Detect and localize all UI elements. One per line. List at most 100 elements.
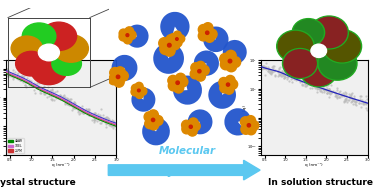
- Circle shape: [145, 119, 155, 129]
- Point: [362, 100, 368, 103]
- Point: [279, 70, 285, 73]
- Circle shape: [191, 63, 201, 73]
- Point: [341, 94, 347, 97]
- Point: [86, 108, 92, 112]
- Point: [100, 117, 106, 120]
- Point: [271, 65, 277, 68]
- Point: [263, 62, 269, 65]
- Point: [351, 100, 357, 103]
- Point: [280, 71, 286, 74]
- Point: [111, 121, 117, 124]
- Point: [328, 91, 334, 94]
- Point: [286, 73, 292, 76]
- Point: [66, 102, 72, 105]
- Point: [18, 76, 24, 79]
- Point: [101, 116, 107, 119]
- Point: [319, 91, 325, 94]
- Point: [321, 89, 327, 92]
- Point: [49, 93, 55, 96]
- Point: [348, 96, 354, 99]
- Point: [312, 86, 318, 89]
- Point: [296, 73, 302, 76]
- Point: [81, 111, 87, 114]
- Point: [99, 116, 105, 119]
- Point: [299, 79, 305, 82]
- Wedge shape: [224, 108, 251, 136]
- Point: [295, 77, 301, 80]
- Point: [268, 70, 274, 73]
- Point: [74, 104, 80, 107]
- Point: [54, 90, 60, 93]
- Circle shape: [144, 112, 154, 122]
- Point: [110, 119, 116, 122]
- Point: [20, 75, 26, 78]
- Point: [108, 125, 114, 128]
- Point: [263, 66, 269, 69]
- Point: [85, 109, 91, 112]
- Point: [37, 92, 43, 95]
- Point: [23, 84, 29, 88]
- Point: [281, 70, 287, 73]
- Circle shape: [198, 25, 208, 35]
- Point: [302, 83, 308, 86]
- Point: [278, 72, 284, 75]
- Circle shape: [31, 56, 67, 85]
- Point: [340, 100, 346, 103]
- Point: [44, 88, 50, 91]
- Point: [46, 88, 53, 91]
- Point: [303, 79, 309, 82]
- Point: [53, 95, 58, 98]
- Point: [362, 101, 368, 105]
- Point: [75, 110, 81, 113]
- Point: [105, 122, 111, 125]
- Point: [99, 119, 105, 122]
- Point: [346, 94, 352, 97]
- Point: [327, 93, 333, 96]
- Circle shape: [38, 44, 59, 61]
- Point: [65, 103, 71, 106]
- Point: [26, 84, 32, 87]
- Point: [322, 85, 328, 88]
- Point: [315, 82, 321, 85]
- Point: [272, 75, 278, 78]
- Point: [326, 92, 332, 95]
- Point: [103, 119, 109, 122]
- Circle shape: [41, 22, 76, 50]
- Point: [291, 78, 297, 81]
- Point: [270, 65, 276, 68]
- Point: [304, 81, 310, 84]
- Point: [305, 75, 311, 78]
- Point: [286, 73, 292, 76]
- Point: [20, 81, 26, 84]
- X-axis label: q (nm⁻¹): q (nm⁻¹): [52, 163, 70, 167]
- Point: [357, 94, 363, 97]
- Point: [346, 98, 352, 101]
- Point: [91, 118, 97, 121]
- Point: [332, 91, 338, 94]
- Point: [6, 72, 12, 75]
- Point: [21, 79, 27, 82]
- Point: [280, 72, 286, 75]
- Point: [98, 121, 104, 124]
- Point: [353, 100, 359, 103]
- Circle shape: [322, 30, 362, 63]
- Point: [98, 117, 104, 120]
- Point: [348, 92, 354, 95]
- Point: [10, 72, 16, 75]
- Point: [102, 122, 108, 125]
- Point: [40, 89, 46, 92]
- Point: [296, 77, 302, 80]
- Point: [25, 81, 31, 84]
- Point: [66, 99, 72, 102]
- Point: [27, 82, 33, 85]
- Point: [328, 84, 334, 87]
- Point: [5, 69, 11, 72]
- Circle shape: [220, 83, 230, 93]
- Point: [4, 67, 10, 70]
- Point: [9, 72, 15, 75]
- Point: [3, 68, 9, 71]
- Point: [318, 84, 324, 87]
- Point: [45, 91, 51, 94]
- Point: [33, 83, 39, 86]
- Point: [347, 95, 353, 98]
